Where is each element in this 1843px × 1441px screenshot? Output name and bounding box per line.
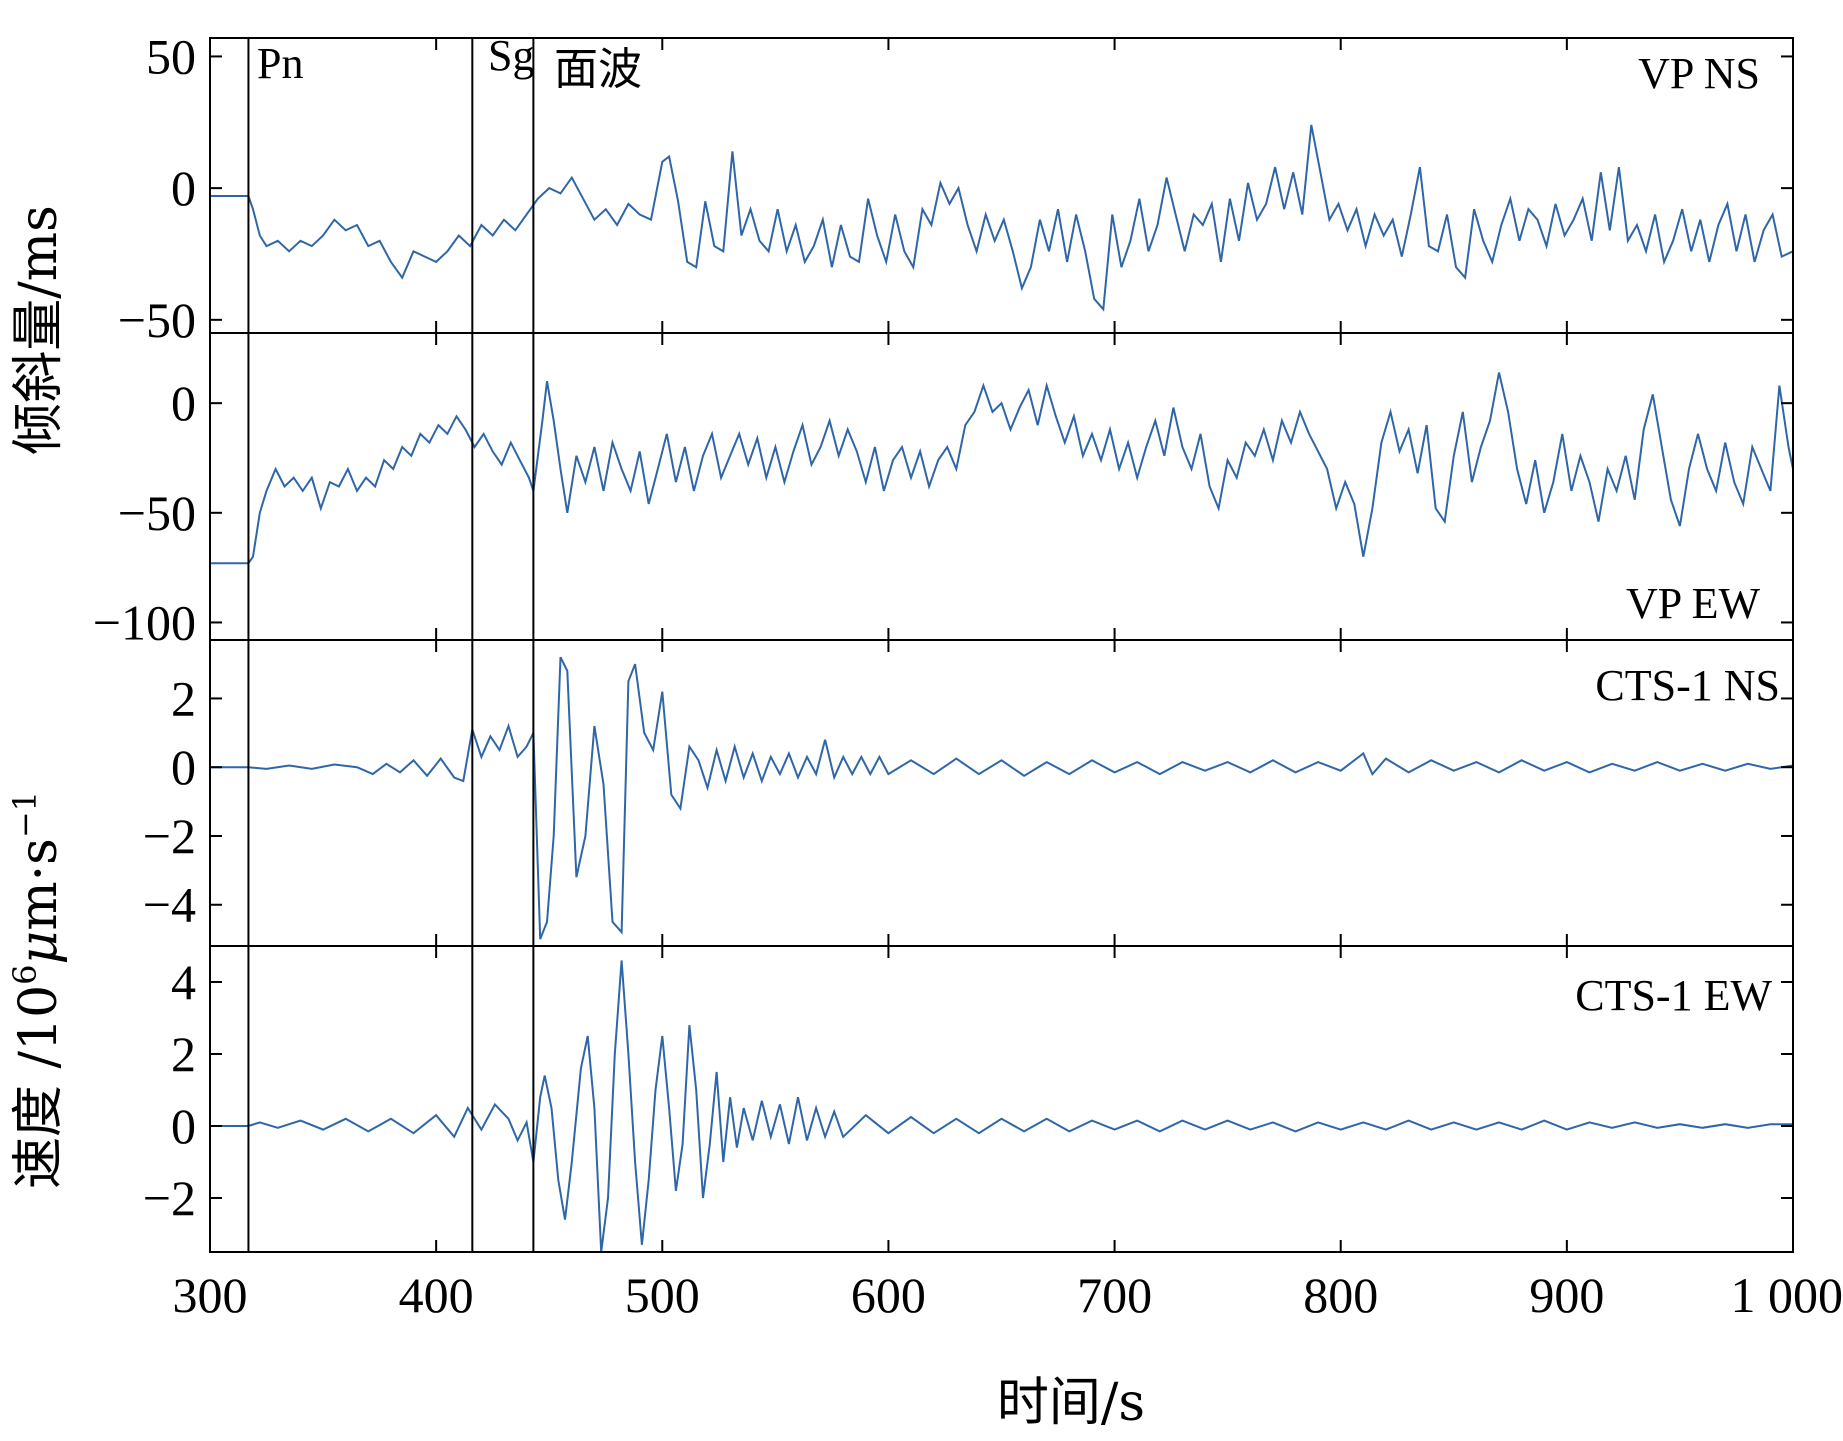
panel-frame-2 <box>209 332 1794 641</box>
ytick-label-4-2: 2 <box>171 1026 196 1082</box>
velocity-label-exp6: 6 <box>6 964 44 984</box>
ytick-label-3-2: 0 <box>171 739 196 795</box>
xtick-label-6: 800 <box>1303 1267 1378 1323</box>
xtick-label-2: 400 <box>399 1267 474 1323</box>
xtick-label-5: 700 <box>1077 1267 1152 1323</box>
ytick-label-3-3: −2 <box>143 808 196 864</box>
xtick-label-7: 900 <box>1529 1267 1604 1323</box>
ytick-label-2-2: −50 <box>118 485 196 541</box>
phase-label-1: Pn <box>257 39 303 88</box>
panel-frame-1 <box>209 37 1794 334</box>
ytick-label-1-1: 50 <box>146 28 196 84</box>
xtick-label-8: 1 000 <box>1731 1267 1843 1323</box>
ytick-label-4-3: 0 <box>171 1098 196 1154</box>
ytick-label-3-1: 2 <box>171 670 196 726</box>
phase-label-3: 面波 <box>554 45 642 94</box>
x-axis-ticks: 300 400 500 600 700 800 900 1 000 <box>173 38 1843 1323</box>
y-axis-title-velocity: 速度 /106μm·s−1 <box>6 791 69 1189</box>
velocity-label-expm1: −1 <box>6 791 44 838</box>
panel-frame-4 <box>209 945 1794 1253</box>
ytick-label-2-1: 0 <box>171 375 196 431</box>
xtick-label-3: 500 <box>625 1267 700 1323</box>
velocity-label-unit: m·s <box>9 838 69 931</box>
panel-frame-3 <box>209 639 1794 947</box>
annotations: VP NS VP EW CTS-1 NS CTS-1 EW Pn Sg 面波 <box>257 31 1780 1020</box>
y-axis-title-tilt: 倾斜量/ms <box>9 205 69 455</box>
ytick-label-3-4: −4 <box>143 877 196 933</box>
panel-label-2: VP EW <box>1626 579 1760 628</box>
panel-label-1: VP NS <box>1638 49 1760 98</box>
panel-frames <box>209 37 1794 1253</box>
phase-marker-lines <box>247 38 535 1252</box>
trace-4 <box>210 960 1793 1253</box>
trace-3 <box>210 656 1794 940</box>
waveform-traces <box>210 124 1794 1253</box>
panel-label-4: CTS-1 EW <box>1575 971 1772 1020</box>
trace-1 <box>210 124 1794 312</box>
phase-label-2: Sg <box>488 31 534 80</box>
x-axis-title: 时间/s <box>997 1373 1145 1433</box>
velocity-label-mu: μ <box>9 931 69 965</box>
y-axis-ticks: 50 0 −50 0 −50 −100 2 0 −2 −4 4 2 0 −2 <box>93 28 1793 1226</box>
trace-2 <box>210 372 1794 565</box>
xtick-label-4: 600 <box>851 1267 926 1323</box>
panel-label-3: CTS-1 NS <box>1595 661 1780 710</box>
ytick-label-4-4: −2 <box>143 1170 196 1226</box>
ytick-label-1-2: 0 <box>171 160 196 216</box>
ytick-label-1-3: −50 <box>118 292 196 348</box>
xtick-label-1: 300 <box>173 1267 248 1323</box>
ytick-label-2-3: −100 <box>93 594 196 650</box>
velocity-label-prefix: 速度 /10 <box>9 985 69 1189</box>
ytick-label-4-1: 4 <box>171 954 196 1010</box>
